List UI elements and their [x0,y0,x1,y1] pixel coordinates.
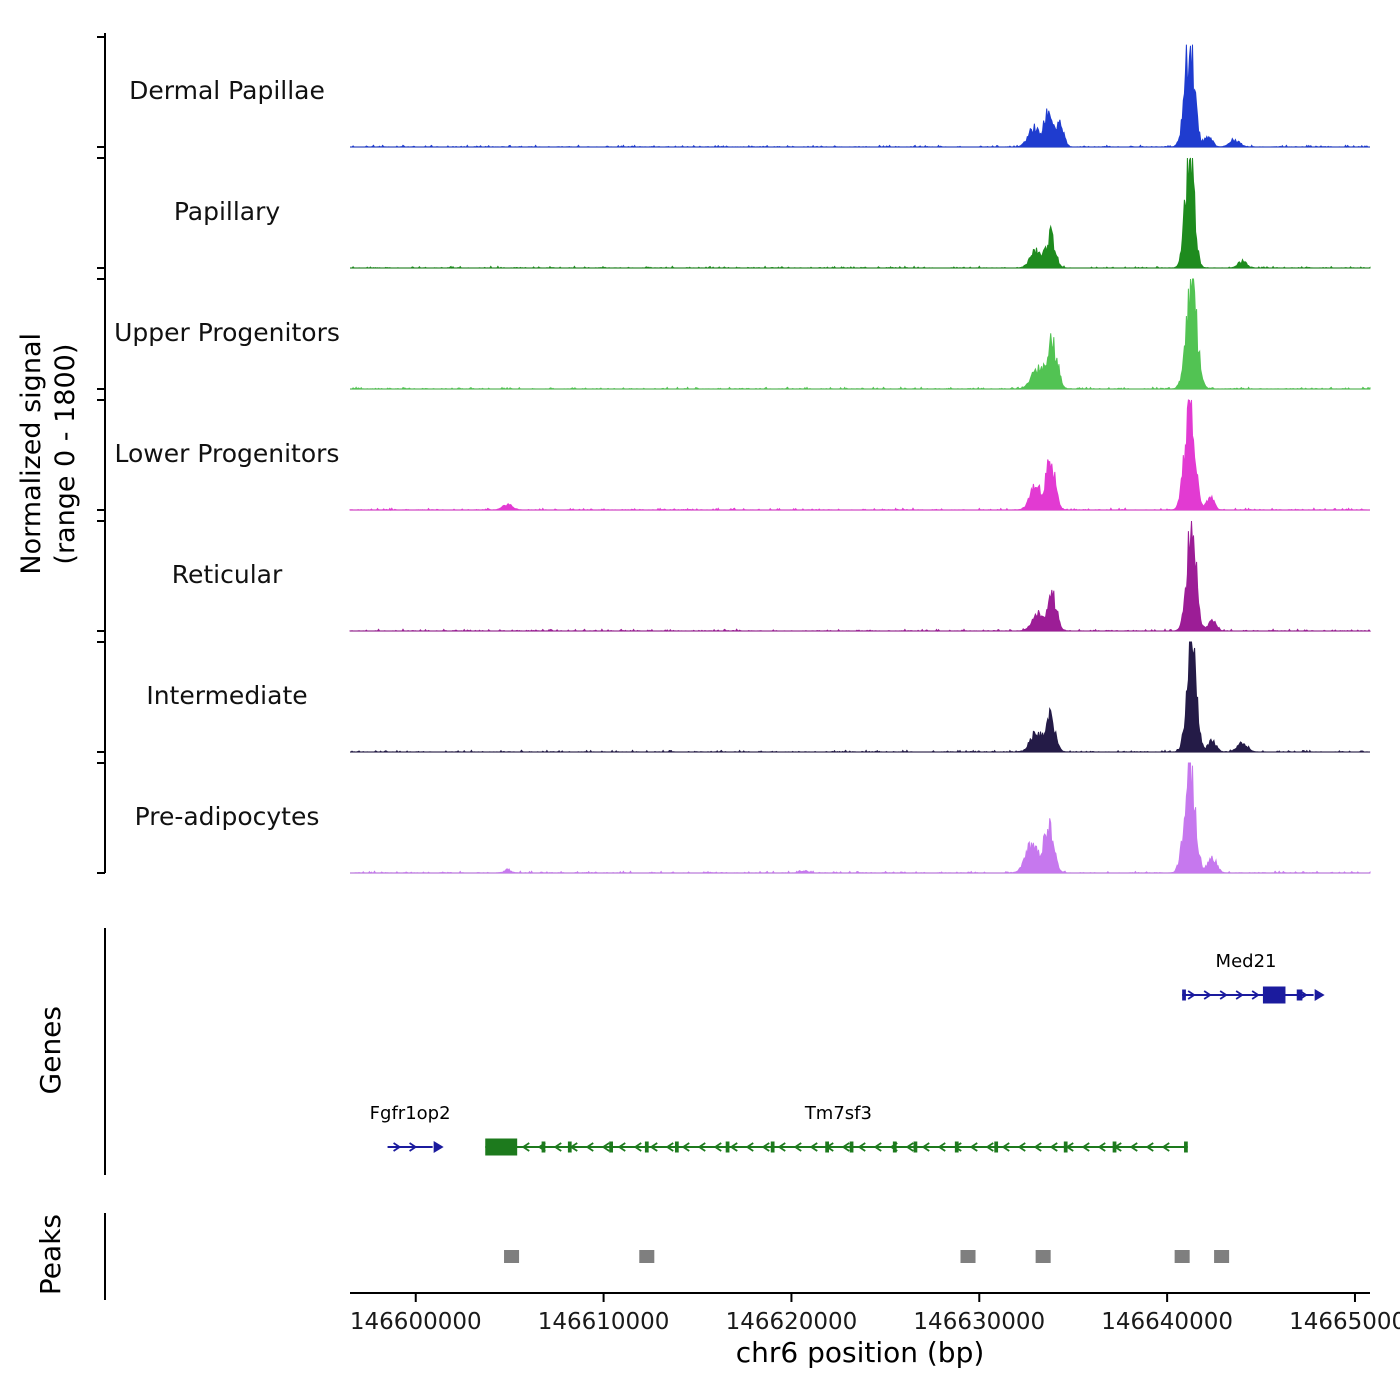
x-tick-label: 146620000 [726,1309,858,1335]
peaks-section-label-wrap: Peaks [28,1205,72,1305]
peak-region [1174,1250,1190,1263]
track-label: Upper Progenitors [114,318,340,348]
gene-label: Tm7sf3 [804,1103,872,1124]
genes-section-label: Genes [33,1005,67,1095]
signal-area [350,44,1370,148]
track-signal-plot [349,520,1372,632]
track-label: Papillary [173,197,281,227]
peaks-section-label: Peaks [33,1214,67,1296]
track-signal-plot [350,278,1371,390]
genes-plot: Med21 Fgfr1op2 Tm7sf3 [370,951,1325,1156]
signal-area [350,157,1371,269]
signal-y-axis [97,33,106,874]
track-signal-plot [350,762,1371,874]
track-label: Lower Progenitors [114,439,340,469]
peak-region [960,1250,976,1263]
signal-track-row: Intermediate [0,640,1400,753]
gene-med21: Med21 [1182,951,1325,1004]
x-tick-label: 146610000 [538,1309,670,1335]
gene-label: Med21 [1216,951,1277,972]
signal-track-row: Lower Progenitors [0,398,1400,511]
track-label: Dermal Papillae [129,76,325,106]
track-signal-plot [349,399,1370,511]
peak-region [1214,1250,1230,1263]
x-tick-label: 146640000 [1101,1309,1233,1335]
signal-area [350,278,1371,390]
peak-region [1035,1250,1051,1263]
peak-region [639,1250,655,1263]
signal-track-row: Papillary [0,156,1400,269]
track-label: Pre-adipocytes [134,802,320,832]
signal-track-row: Pre-adipocytes [0,761,1400,874]
x-tick-label: 146650000 [1289,1309,1400,1335]
x-tick-label: 146600000 [350,1309,482,1335]
genes-section-label-wrap: Genes [28,920,72,1180]
signal-track-row: Upper Progenitors [0,277,1400,390]
peak-region [504,1250,520,1263]
x-tick-label: 146630000 [913,1309,1045,1335]
peaks-axis [104,1213,106,1300]
gene-tm7sf3: Tm7sf3 [485,1103,1188,1156]
track-signal-plot [350,44,1370,148]
signal-area [350,762,1371,874]
signal-area [349,399,1370,511]
signal-track-row: Reticular [0,519,1400,632]
peaks-plot [504,1250,1230,1263]
x-axis: 146600000 146610000 146620000 146630000 1466… [350,1292,1400,1335]
track-label: Reticular [171,560,283,590]
signal-track-row: Dermal Papillae [0,35,1400,148]
gene-fgfr1op2: Fgfr1op2 [370,1103,451,1153]
signal-area [350,641,1370,753]
track-label: Intermediate [146,681,308,711]
genes-axis [104,928,106,1175]
signal-area [349,520,1372,632]
gene-label: Fgfr1op2 [370,1103,451,1124]
x-axis-title: chr6 position (bp) [735,1336,985,1369]
track-signal-plot [350,157,1371,269]
track-signal-plot [350,641,1370,753]
